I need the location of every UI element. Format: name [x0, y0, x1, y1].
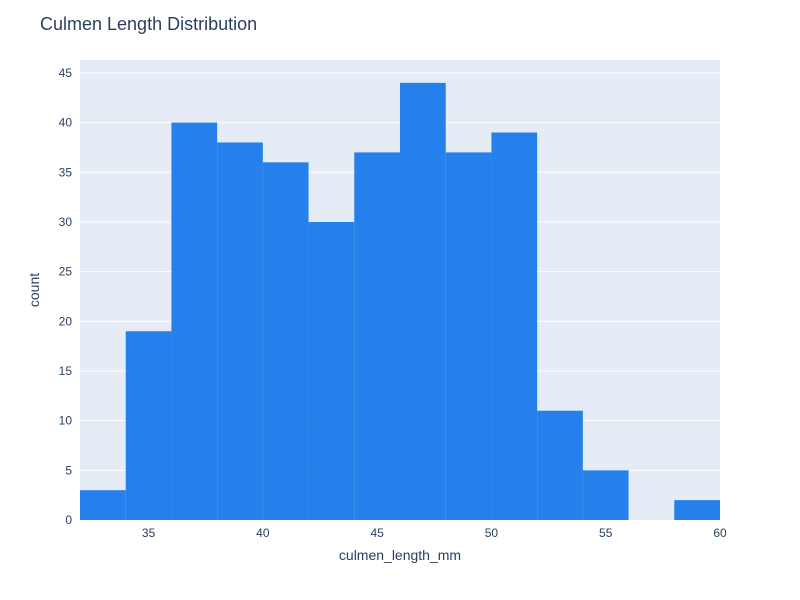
x-tick-label: 40: [256, 526, 270, 540]
histogram-bars: [80, 82, 720, 521]
y-tick-label: 45: [59, 66, 73, 80]
y-axis-ticks: 0 5 10 15 20 25 30 35 40 45: [59, 66, 73, 527]
x-tick-label: 35: [142, 526, 156, 540]
histogram-bar: [262, 162, 309, 520]
y-tick-label: 0: [65, 513, 72, 527]
histogram-bar: [445, 152, 492, 521]
y-tick-label: 40: [59, 116, 73, 130]
x-tick-label: 60: [713, 526, 727, 540]
y-tick-label: 25: [59, 265, 73, 279]
y-tick-label: 30: [59, 215, 73, 229]
x-tick-label: 45: [370, 526, 384, 540]
histogram-bar: [308, 221, 355, 520]
histogram-bar: [674, 500, 720, 520]
histogram-bar: [354, 152, 400, 521]
chart-title: Culmen Length Distribution: [40, 14, 257, 34]
y-tick-label: 35: [59, 165, 73, 179]
x-axis-ticks: 35 40 45 50 55 60: [142, 526, 727, 540]
histogram-bar: [125, 331, 172, 520]
x-tick-label: 50: [485, 526, 499, 540]
y-tick-label: 20: [59, 314, 73, 328]
histogram-bar: [217, 142, 263, 520]
y-tick-label: 15: [59, 364, 73, 378]
x-tick-label: 55: [599, 526, 613, 540]
histogram-bar: [80, 490, 126, 520]
histogram-bar: [537, 410, 583, 520]
histogram-bar: [400, 82, 446, 520]
y-tick-label: 5: [65, 463, 72, 477]
histogram-bar: [582, 470, 629, 520]
histogram-bar: [491, 132, 538, 521]
y-tick-label: 10: [59, 414, 73, 428]
y-axis-title: count: [26, 273, 42, 307]
x-axis-title: culmen_length_mm: [339, 547, 461, 563]
histogram-bar: [171, 122, 218, 520]
